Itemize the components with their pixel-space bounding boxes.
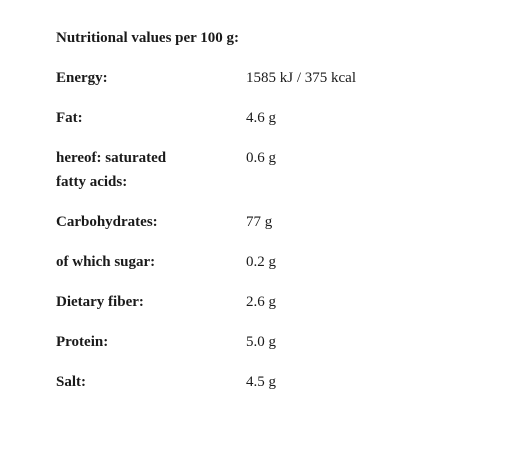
nutrient-label: Fat: bbox=[56, 110, 83, 126]
nutrient-label: of which sugar: bbox=[56, 254, 156, 270]
nutrient-value: 2.6 g bbox=[246, 294, 276, 310]
nutrient-value: 1585 kJ / 375 kcal bbox=[246, 70, 356, 86]
table-row: Salt: 4.5 g bbox=[56, 370, 507, 394]
table-row: Dietary fiber: 2.6 g bbox=[56, 290, 507, 314]
nutrient-value: 5.0 g bbox=[246, 334, 276, 350]
nutrient-label: Salt: bbox=[56, 374, 86, 390]
nutrient-value: 4.5 g bbox=[246, 374, 276, 390]
nutrient-value: 4.6 g bbox=[246, 110, 276, 126]
nutrient-label: hereof: saturated fatty acids: bbox=[56, 150, 167, 190]
nutrient-label: Energy: bbox=[56, 70, 108, 86]
table-row: Protein: 5.0 g bbox=[56, 330, 507, 354]
table-row: Fat: 4.6 g bbox=[56, 106, 507, 130]
nutrition-table: Energy: 1585 kJ / 375 kcal Fat: 4.6 g hereof… bbox=[56, 66, 507, 394]
table-row: Carbohydrates: 77 g bbox=[56, 210, 507, 234]
nutrient-label: Protein: bbox=[56, 334, 109, 350]
table-row: hereof: saturated fatty acids: 0.6 g bbox=[56, 146, 507, 194]
nutrient-value: 0.2 g bbox=[246, 254, 276, 270]
table-row: Energy: 1585 kJ / 375 kcal bbox=[56, 66, 507, 90]
nutrient-label: Dietary fiber: bbox=[56, 294, 144, 310]
nutrient-label: Carbohydrates: bbox=[56, 214, 158, 230]
title: Nutritional values per 100 g: bbox=[56, 30, 240, 46]
table-row: of which sugar: 0.2 g bbox=[56, 250, 507, 274]
nutrient-value: 77 g bbox=[246, 214, 273, 230]
nutrient-value: 0.6 g bbox=[246, 150, 276, 166]
